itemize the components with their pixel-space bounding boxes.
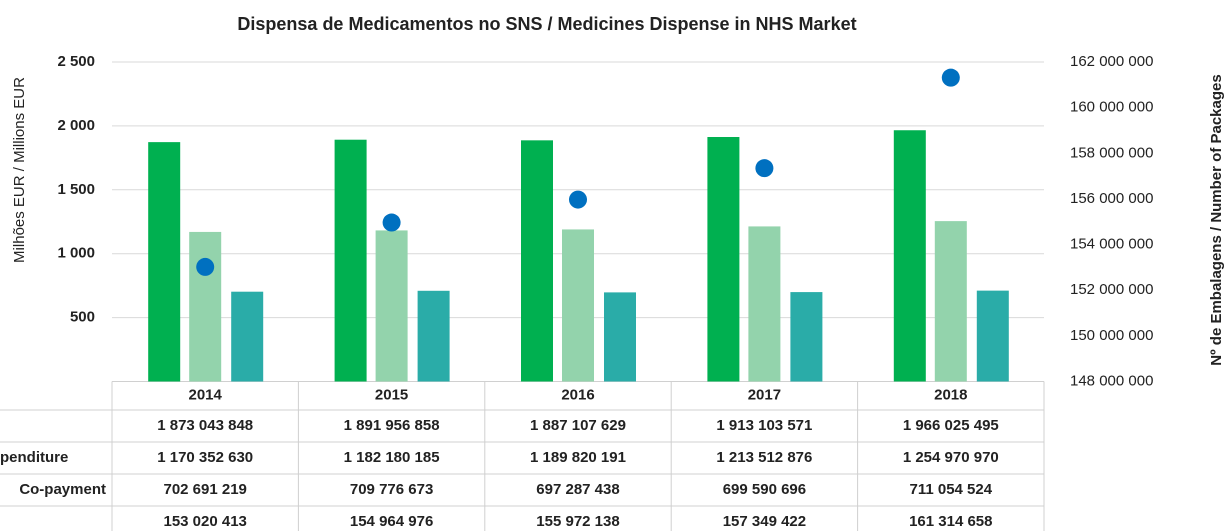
bar	[417, 290, 450, 382]
series-name: penditure	[0, 449, 68, 466]
point	[941, 68, 960, 87]
y2-tick-label: 150 000 000	[1070, 327, 1153, 344]
y-tick-label: 1 000	[57, 245, 95, 262]
bar	[562, 229, 594, 382]
x-tick-label: 2014	[189, 387, 223, 404]
data-label: 1 873 043 848	[157, 417, 253, 434]
y2-tick-label: 162 000 000	[1070, 53, 1153, 70]
point	[755, 159, 774, 178]
data-label: 709 776 673	[350, 481, 433, 498]
data-label: 1 182 180 185	[344, 449, 440, 466]
bar	[231, 291, 264, 382]
data-label: 1 966 025 495	[903, 417, 999, 434]
x-tick-label: 2018	[934, 387, 967, 404]
data-label: 1 254 970 970	[903, 449, 999, 466]
bar	[748, 226, 781, 382]
point	[382, 213, 401, 232]
bar	[189, 231, 222, 382]
data-label: 153 020 413	[163, 513, 246, 530]
data-label: 155 972 138	[536, 513, 619, 530]
series-name: Co-payment	[19, 481, 106, 498]
data-label: 161 314 658	[909, 513, 992, 530]
data-label: 1 170 352 630	[157, 449, 253, 466]
y2-tick-label: 152 000 000	[1070, 281, 1153, 298]
bar	[893, 130, 926, 382]
data-label: 1 891 956 858	[344, 417, 440, 434]
bar	[334, 139, 367, 382]
bar	[521, 140, 553, 382]
chart-title: Dispensa de Medicamentos no SNS / Medici…	[237, 14, 856, 34]
point	[569, 190, 587, 209]
bar	[375, 230, 408, 382]
y-tick-label: 2 000	[57, 117, 95, 134]
y-tick-label: 2 500	[57, 53, 95, 70]
x-tick-label: 2017	[748, 387, 781, 404]
x-tick-label: 2016	[561, 387, 594, 404]
y2-tick-label: 156 000 000	[1070, 190, 1153, 207]
data-label: 697 287 438	[536, 481, 619, 498]
bar	[604, 292, 636, 382]
data-label: 699 590 696	[723, 481, 806, 498]
bar	[976, 290, 1009, 382]
data-label: 157 349 422	[723, 513, 806, 530]
bar	[707, 137, 740, 382]
data-label: 711 054 524	[910, 481, 993, 498]
data-label: 154 964 976	[350, 513, 433, 530]
data-label: 1 887 107 629	[530, 417, 626, 434]
y2-axis-label: Nº de Embalagens / Number of Packages	[1208, 74, 1225, 365]
bar	[148, 142, 181, 382]
y-tick-label: 1 500	[57, 181, 95, 198]
y-axis-label: Milhões EUR / Millions EUR	[11, 77, 28, 263]
point	[196, 257, 215, 276]
data-label: 702 691 219	[163, 481, 246, 498]
y2-tick-label: 154 000 000	[1070, 236, 1153, 253]
x-tick-label: 2015	[375, 387, 408, 404]
y2-tick-label: 158 000 000	[1070, 144, 1153, 161]
y-tick-label: 500	[70, 309, 95, 326]
data-label: 1 913 103 571	[716, 417, 812, 434]
y2-tick-label: 160 000 000	[1070, 99, 1153, 116]
bar	[934, 221, 967, 382]
data-label: 1 213 512 876	[716, 449, 812, 466]
data-label: 1 189 820 191	[530, 449, 626, 466]
y2-tick-label: 148 000 000	[1070, 372, 1153, 389]
bar	[790, 292, 823, 382]
